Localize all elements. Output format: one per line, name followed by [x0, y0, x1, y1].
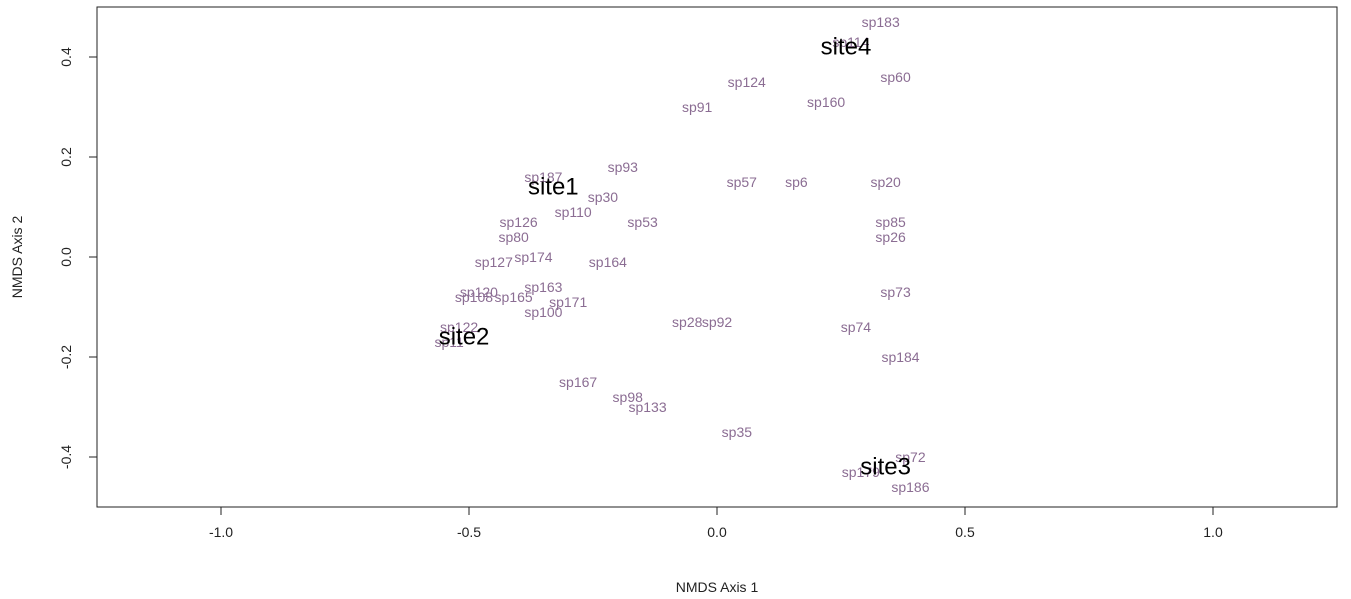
species-label: sp108	[455, 289, 493, 305]
species-label: sp114	[832, 34, 869, 50]
species-label: sp72	[895, 449, 926, 465]
point-labels: sp183 sp114 sp60 sp124 sp160 sp91 sp93 sp187 sp5…	[434, 14, 929, 495]
x-axis: -1.0 -0.5 0.0 0.5 1.0	[209, 506, 1223, 540]
x-tick-label: -0.5	[457, 524, 481, 540]
species-label: sp20	[870, 174, 901, 190]
species-label: sp73	[880, 284, 911, 300]
species-label: sp98	[613, 389, 644, 405]
species-label: sp167	[559, 374, 597, 390]
species-label: sp160	[807, 94, 845, 110]
species-label: sp110	[555, 204, 592, 220]
species-label: sp11	[434, 334, 464, 350]
species-label: sp165	[495, 289, 533, 305]
species-label: sp74	[841, 319, 872, 335]
x-tick-label: -1.0	[209, 524, 233, 540]
species-label: sp26	[875, 229, 906, 245]
species-label: sp6	[785, 174, 808, 190]
species-label: sp100	[524, 304, 562, 320]
species-label: sp183	[862, 14, 900, 30]
species-label: sp184	[881, 349, 919, 365]
species-label: sp164	[589, 254, 627, 270]
species-label: sp163	[524, 279, 562, 295]
species-label: sp126	[500, 214, 538, 230]
plot-frame	[96, 6, 1338, 508]
species-label: sp93	[608, 159, 639, 175]
species-label: sp187	[524, 169, 562, 185]
species-label: sp57	[727, 174, 758, 190]
y-tick-label: 0.2	[58, 147, 74, 167]
species-label: sp174	[514, 249, 552, 265]
y-axis-title: NMDS Axis 2	[9, 216, 25, 299]
y-tick-label: -0.4	[58, 445, 74, 469]
species-label: sp28	[672, 314, 703, 330]
species-label: sp171	[549, 294, 587, 310]
species-label: sp91	[682, 99, 713, 115]
species-label: sp35	[722, 424, 753, 440]
species-label: sp30	[588, 189, 619, 205]
species-label: sp124	[728, 74, 766, 90]
species-label: sp179	[842, 464, 880, 480]
site-label: site3	[860, 454, 911, 481]
x-axis-title: NMDS Axis 1	[676, 579, 759, 595]
species-label: sp127	[475, 254, 513, 270]
y-tick-label: -0.2	[58, 345, 74, 369]
site-label: site1	[528, 174, 579, 201]
x-tick-label: 0.5	[955, 524, 975, 540]
species-label: sp60	[880, 69, 911, 85]
site-label: site2	[439, 324, 490, 351]
y-tick-label: 0.0	[58, 247, 74, 267]
species-label: sp120	[460, 284, 498, 300]
species-label: sp85	[875, 214, 906, 230]
species-label: sp186	[891, 479, 929, 495]
species-label: sp53	[627, 214, 658, 230]
x-tick-label: 1.0	[1203, 524, 1223, 540]
y-axis: -0.4 -0.2 0.0 0.2 0.4	[58, 47, 98, 469]
site-label: site4	[821, 34, 872, 61]
x-tick-label: 0.0	[707, 524, 727, 540]
species-label: sp122	[440, 319, 478, 335]
species-label: sp80	[498, 229, 529, 245]
species-label: sp92	[702, 314, 733, 330]
y-tick-label: 0.4	[58, 47, 74, 67]
species-label: sp133	[628, 399, 666, 415]
